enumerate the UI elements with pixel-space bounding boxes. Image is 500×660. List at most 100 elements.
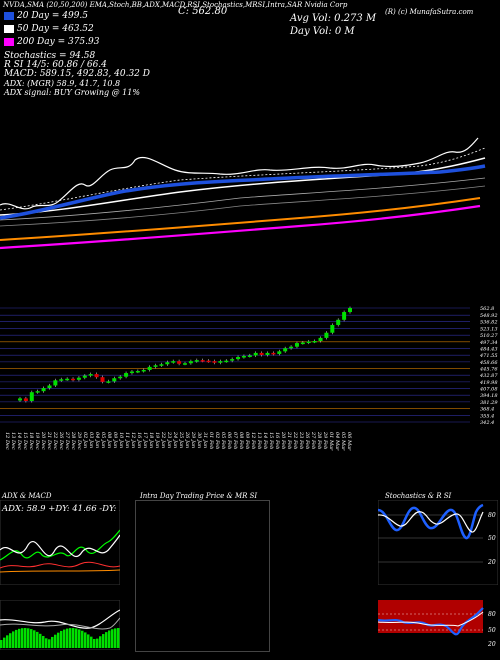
date-label: 29 Feb bbox=[322, 431, 328, 449]
candle-body bbox=[206, 360, 211, 363]
macd-hist-bar bbox=[12, 631, 15, 648]
date-label: 05 Feb bbox=[220, 432, 226, 449]
date-label: 23 Jan bbox=[166, 431, 172, 448]
date-label: 02 Feb bbox=[214, 432, 220, 449]
date-label: 31 Jan bbox=[202, 432, 208, 448]
sma20-swatch bbox=[4, 11, 14, 20]
mrsi-signal-line bbox=[378, 611, 484, 627]
sma50-label: 50 Day = 463.52 bbox=[17, 24, 94, 34]
date-label: 20 Feb bbox=[280, 431, 286, 449]
macd-hist-bar bbox=[90, 636, 93, 648]
price-level-label: 458.66 bbox=[479, 360, 498, 366]
macd-signal-line bbox=[0, 617, 120, 630]
date-label: 29 Jan bbox=[190, 431, 196, 448]
date-label: 26 Dec bbox=[58, 431, 64, 450]
macd-hist-bar bbox=[3, 637, 6, 648]
price-level-label: 523.13 bbox=[480, 327, 498, 333]
macd-hist-bar bbox=[48, 639, 51, 648]
candle-body bbox=[200, 360, 205, 362]
macd-hist-bar bbox=[24, 628, 27, 648]
candle-body bbox=[147, 366, 152, 370]
date-label: 27 Dec bbox=[64, 431, 70, 450]
legend-stochastics: Stochastics = 94.58 bbox=[4, 51, 96, 61]
candle-body bbox=[41, 388, 46, 392]
sma50-band-lower bbox=[0, 185, 486, 227]
legend-adx: ADX: (MGR) 58.9, 41.7, 10.8 bbox=[4, 79, 121, 88]
candle-body bbox=[47, 385, 52, 389]
candle-body bbox=[135, 371, 140, 373]
candle-body bbox=[159, 364, 164, 366]
candle-body bbox=[171, 361, 176, 363]
stoch-80-label: 80 bbox=[488, 512, 496, 519]
candle-body bbox=[124, 373, 129, 377]
date-label: 19 Jan bbox=[154, 432, 160, 448]
candle-body bbox=[71, 378, 76, 381]
legend-sma200: 200 Day = 375.93 bbox=[4, 37, 99, 47]
candle-body bbox=[129, 371, 134, 374]
date-label: 15 Dec bbox=[22, 432, 28, 450]
stochastics-panel: 80 50 20 bbox=[378, 500, 498, 585]
stoch-title: Stochastics & R SI bbox=[385, 492, 452, 500]
macd-histogram bbox=[0, 628, 120, 648]
price-line bbox=[0, 137, 479, 210]
price-level-label: 471.55 bbox=[479, 353, 498, 359]
date-label: 16 Feb bbox=[274, 432, 280, 449]
macd-hist-bar bbox=[36, 631, 39, 648]
macd-hist-bar bbox=[27, 628, 30, 648]
macd-hist-bar bbox=[66, 628, 69, 648]
candle-body bbox=[153, 365, 158, 367]
candle-body bbox=[76, 377, 81, 380]
adx-line-orange bbox=[0, 569, 120, 573]
candle-body bbox=[194, 360, 199, 362]
mrsi-20-label: 20 bbox=[487, 641, 496, 648]
candle-body bbox=[324, 332, 329, 338]
candle-body bbox=[300, 342, 305, 345]
date-label: 17 Jan bbox=[142, 432, 148, 448]
macd-hist-bar bbox=[96, 638, 99, 648]
candle-body bbox=[35, 391, 40, 393]
candle-body bbox=[141, 369, 146, 372]
macd-hist-bar bbox=[72, 628, 75, 648]
legend-stoch-rsi: R SI 14/5: 60.86 / 66.4 bbox=[4, 60, 107, 70]
price-grid bbox=[0, 307, 470, 423]
legend-sma50: 50 Day = 463.52 bbox=[4, 24, 94, 34]
candle-body bbox=[271, 352, 276, 355]
date-label: 09 Feb bbox=[244, 432, 250, 449]
candle-body bbox=[342, 312, 347, 320]
candle-body bbox=[65, 378, 70, 381]
date-label: 22 Feb bbox=[292, 431, 298, 449]
stoch-20-label: 20 bbox=[487, 559, 496, 566]
macd-hist-bar bbox=[63, 629, 66, 648]
date-label: 03 Jan bbox=[88, 432, 94, 448]
date-label: 24 Jan bbox=[172, 431, 178, 448]
date-label: 04 Mar bbox=[334, 432, 340, 451]
date-label: 22 Dec bbox=[52, 431, 58, 450]
date-label: 28 Dec bbox=[70, 431, 76, 450]
candle-body bbox=[112, 378, 117, 382]
intra-day-panel bbox=[135, 500, 270, 652]
date-label: 29 Dec bbox=[76, 431, 82, 450]
macd-hist-bar bbox=[21, 628, 24, 648]
candle-body bbox=[29, 392, 34, 401]
date-label: 20 Dec bbox=[40, 431, 46, 450]
stoch-d-line bbox=[378, 511, 484, 533]
candle-body bbox=[247, 355, 252, 357]
date-label: 15 Feb bbox=[268, 432, 274, 449]
candle-body bbox=[312, 341, 317, 343]
macd-hist-bar bbox=[87, 634, 90, 648]
date-axis: 12 Dec 13 Dec 14 Dec 15 Dec 18 Dec 19 Dec 20 D… bbox=[4, 431, 352, 451]
adx-line-green bbox=[0, 529, 120, 561]
adx-panel: ADX: 58.9 +DY: 41.66 -DY: 10.77 bbox=[0, 500, 120, 585]
sma50-line bbox=[0, 157, 486, 216]
macd-hist-bar bbox=[81, 630, 84, 648]
price-level-label: 355.4 bbox=[480, 413, 494, 419]
macd-panel bbox=[0, 600, 120, 650]
chart-title: NVDA,SMA (20,50,200) EMA,Stoch,BB,ADX,MA… bbox=[3, 1, 348, 9]
macd-hist-bar bbox=[0, 640, 3, 648]
date-label: 18 Jan bbox=[148, 432, 154, 448]
date-label: 28 Feb bbox=[316, 431, 322, 449]
date-label: 22 Jan bbox=[160, 431, 166, 448]
price-level-label: 497.34 bbox=[479, 340, 498, 346]
